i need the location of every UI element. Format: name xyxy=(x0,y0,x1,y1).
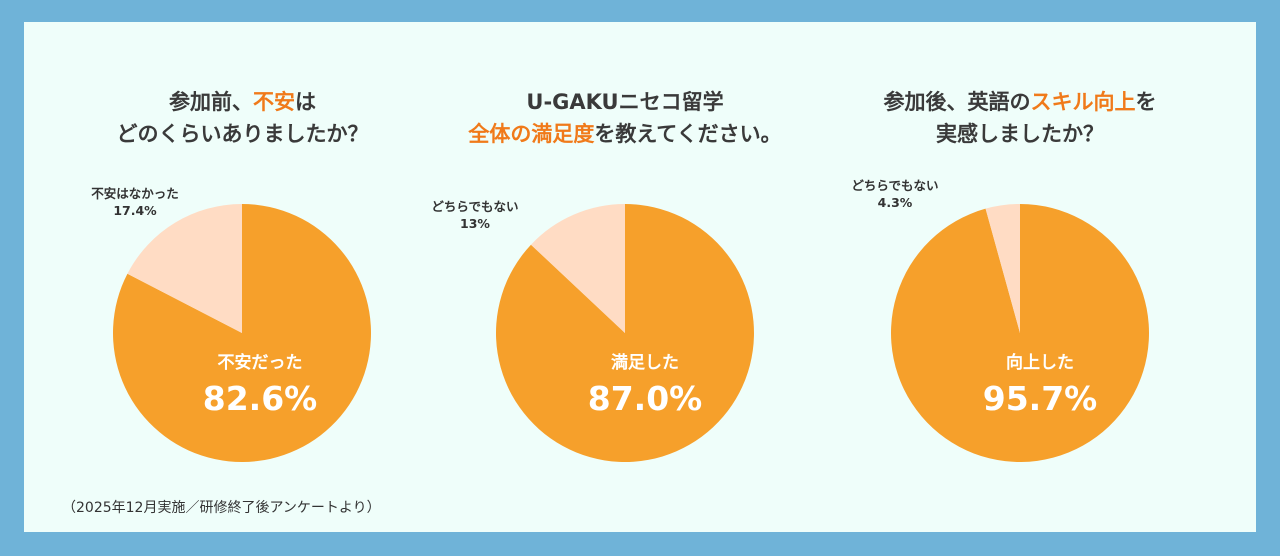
minor-slice-value: 17.4% xyxy=(113,203,157,218)
title-text: を教えてください。 xyxy=(594,122,782,146)
chart-title-line: 参加後、英語のスキル向上を xyxy=(855,86,1185,118)
main-slice-label: 満足した xyxy=(611,352,679,373)
pie-slice-main xyxy=(495,204,754,462)
title-text: 参加前、 xyxy=(169,90,253,114)
chart-title-2: U-GAKUニセコ留学全体の満足度を教えてください。 xyxy=(435,86,815,150)
pie-chart-1: 不安だった 82.6% 不安はなかった 17.4% xyxy=(91,186,371,462)
main-slice-value: 87.0% xyxy=(588,379,703,418)
minor-slice-label: どちらでもない xyxy=(431,199,518,214)
chart-title-3: 参加後、英語のスキル向上を実感しましたか？ xyxy=(855,86,1185,150)
chart-title-1: 参加前、不安はどのくらいありましたか？ xyxy=(100,86,385,150)
chart-title-line: 全体の満足度を教えてください。 xyxy=(435,118,815,150)
minor-slice-label: 不安はなかった xyxy=(91,186,179,201)
pie-chart-2: 満足した 87.0% どちらでもない 13% xyxy=(431,199,754,462)
survey-footnote: （2025年12月実施／研修終了後アンケートより） xyxy=(62,500,381,516)
title-text: U-GAKUニセコ留学 xyxy=(526,90,724,114)
title-highlight: 不安 xyxy=(253,90,295,114)
minor-slice-value: 13% xyxy=(460,216,490,231)
pie-slice-main xyxy=(891,204,1150,462)
pie-slice-minor xyxy=(530,204,625,333)
title-highlight: 全体の満足度 xyxy=(468,122,595,146)
chart-title-line: U-GAKUニセコ留学 xyxy=(435,86,815,118)
title-text: どのくらいありましたか？ xyxy=(116,122,369,146)
title-text: 参加後、英語の xyxy=(883,90,1031,114)
pie-slice-minor xyxy=(127,204,242,333)
minor-slice-value: 4.3% xyxy=(878,195,913,210)
pie-slice-main xyxy=(112,204,371,462)
chart-title-line: どのくらいありましたか？ xyxy=(100,118,385,150)
main-slice-label: 向上した xyxy=(1006,352,1074,373)
pie-slice-minor xyxy=(985,204,1020,333)
chart-title-line: 実感しましたか？ xyxy=(855,118,1185,150)
minor-slice-label: どちらでもない xyxy=(851,178,938,193)
chart-title-line: 参加前、不安は xyxy=(100,86,385,118)
title-text: は xyxy=(295,90,316,114)
title-text: を xyxy=(1135,90,1157,114)
title-highlight: スキル向上 xyxy=(1030,90,1136,114)
main-slice-value: 95.7% xyxy=(983,379,1098,418)
main-slice-label: 不安だった xyxy=(218,352,303,373)
main-slice-value: 82.6% xyxy=(203,379,318,418)
title-text: 実感しましたか？ xyxy=(936,122,1104,146)
pie-chart-3: 向上した 95.7% どちらでもない 4.3% xyxy=(851,178,1150,462)
